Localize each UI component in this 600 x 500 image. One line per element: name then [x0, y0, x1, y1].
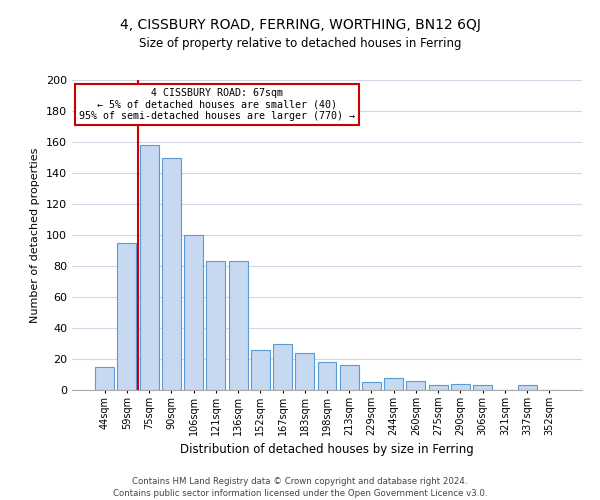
Bar	[473, 386, 492, 390]
Bar	[95, 367, 114, 390]
Bar	[362, 382, 381, 390]
X-axis label: Distribution of detached houses by size in Ferring: Distribution of detached houses by size …	[180, 444, 474, 456]
Bar	[317, 362, 337, 390]
Bar	[140, 145, 158, 390]
Bar	[184, 235, 203, 390]
Y-axis label: Number of detached properties: Number of detached properties	[31, 148, 40, 322]
Text: 4 CISSBURY ROAD: 67sqm
← 5% of detached houses are smaller (40)
95% of semi-deta: 4 CISSBURY ROAD: 67sqm ← 5% of detached …	[79, 88, 355, 121]
Bar	[340, 365, 359, 390]
Bar	[206, 262, 225, 390]
Bar	[406, 380, 425, 390]
Bar	[429, 386, 448, 390]
Text: 4, CISSBURY ROAD, FERRING, WORTHING, BN12 6QJ: 4, CISSBURY ROAD, FERRING, WORTHING, BN1…	[119, 18, 481, 32]
Text: Contains HM Land Registry data © Crown copyright and database right 2024.: Contains HM Land Registry data © Crown c…	[132, 478, 468, 486]
Bar	[518, 386, 536, 390]
Bar	[451, 384, 470, 390]
Bar	[251, 350, 270, 390]
Text: Size of property relative to detached houses in Ferring: Size of property relative to detached ho…	[139, 38, 461, 51]
Bar	[229, 262, 248, 390]
Text: Contains public sector information licensed under the Open Government Licence v3: Contains public sector information licen…	[113, 489, 487, 498]
Bar	[384, 378, 403, 390]
Bar	[273, 344, 292, 390]
Bar	[295, 353, 314, 390]
Bar	[162, 158, 181, 390]
Bar	[118, 243, 136, 390]
